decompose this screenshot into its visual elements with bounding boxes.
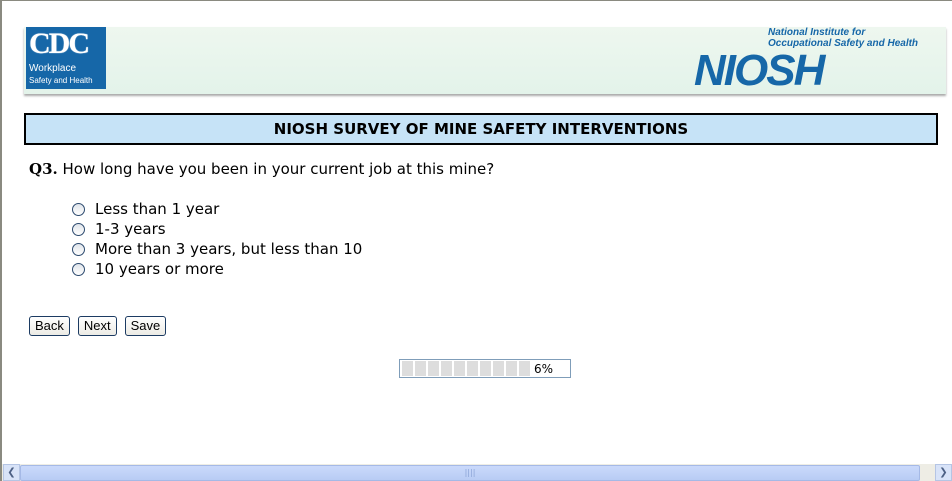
scrollbar-thumb[interactable]: |||| [20, 465, 920, 481]
progress-segment [441, 361, 452, 376]
cdc-logo: CDC Workplace Safety and Health [26, 27, 106, 89]
option-label: Less than 1 year [95, 200, 220, 218]
niosh-line1: National Institute for [768, 27, 866, 38]
niosh-logo-text: NIOSH [694, 46, 825, 95]
niosh-logo: National Institute for Occupational Safet… [694, 27, 946, 94]
radio-button[interactable] [72, 222, 85, 236]
back-button[interactable]: Back [29, 316, 70, 336]
niosh-line2: Occupational Safety and Health [768, 38, 919, 49]
progress-segment [480, 361, 491, 376]
progress-segment [454, 361, 465, 376]
cdc-logo-text: CDC [29, 27, 90, 60]
progress-segment [402, 361, 413, 376]
save-button[interactable]: Save [124, 316, 167, 336]
progress-bar: 6% [399, 359, 571, 378]
option-1-3-years[interactable]: 1-3 years [72, 219, 362, 239]
progress-segment [467, 361, 478, 376]
niosh-logo-subtitle: National Institute for Occupational Safet… [768, 27, 918, 49]
horizontal-scrollbar[interactable]: ❮ |||| ❯ [2, 464, 952, 481]
option-less-than-1-year[interactable]: Less than 1 year [72, 199, 362, 219]
cdc-logo-line1: Workplace [29, 63, 77, 74]
option-3-to-10-years[interactable]: More than 3 years, but less than 10 [72, 239, 362, 259]
progress-segment [415, 361, 426, 376]
option-label: 1-3 years [95, 220, 166, 238]
option-label: 10 years or more [95, 260, 224, 278]
header-banner: CDC Workplace Safety and Health National… [24, 27, 946, 94]
option-10-years-or-more[interactable]: 10 years or more [72, 259, 362, 279]
scroll-right-icon[interactable]: ❯ [935, 464, 952, 481]
question-number: Q3. [29, 160, 58, 178]
question: Q3. How long have you been in your curre… [29, 160, 494, 178]
radio-button[interactable] [72, 242, 85, 256]
next-button[interactable]: Next [77, 316, 117, 336]
cdc-logo-line2: Safety and Health [29, 76, 93, 85]
survey-title: NIOSH SURVEY OF MINE SAFETY INTERVENTION… [24, 113, 938, 145]
progress-segment [506, 361, 517, 376]
answer-options: Less than 1 year 1-3 years More than 3 y… [72, 199, 362, 279]
navigation-buttons: Back Next Save [29, 316, 167, 336]
progress-segment [428, 361, 439, 376]
progress-segment [493, 361, 504, 376]
radio-button[interactable] [72, 262, 85, 276]
option-label: More than 3 years, but less than 10 [95, 240, 363, 258]
progress-percent: 6% [534, 361, 554, 376]
scroll-left-icon[interactable]: ❮ [3, 464, 20, 481]
progress-segment [519, 361, 530, 376]
radio-button[interactable] [72, 202, 85, 216]
question-text: How long have you been in your current j… [62, 160, 495, 178]
